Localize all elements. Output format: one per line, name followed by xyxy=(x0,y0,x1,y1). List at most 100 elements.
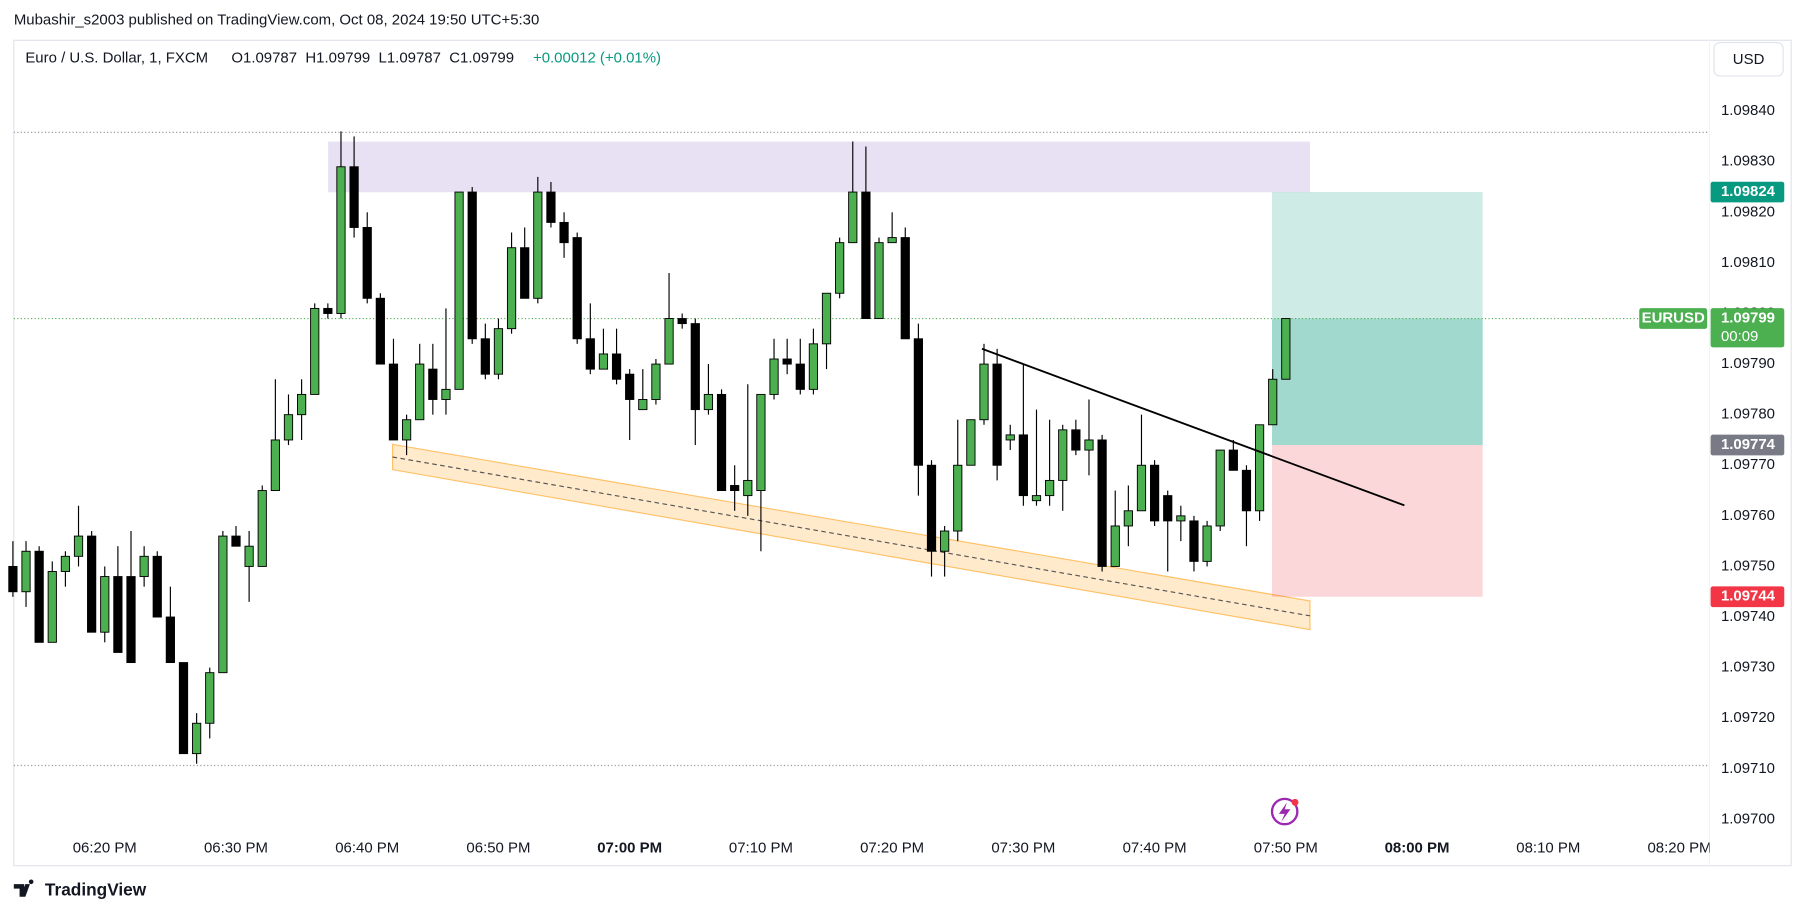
candle-body xyxy=(913,338,923,466)
attribution: Mubashir_s2003 published on TradingView.… xyxy=(14,12,540,29)
candle-body xyxy=(900,237,910,340)
x-tick-label: 07:20 PM xyxy=(860,839,924,856)
trend-line[interactable] xyxy=(981,347,1405,507)
candle-body xyxy=(493,328,504,375)
candle-body xyxy=(979,363,989,421)
candle-body xyxy=(297,393,307,416)
symbol-tag-label: EURUSD xyxy=(1642,309,1705,326)
x-tick-label: 06:30 PM xyxy=(204,839,268,856)
candle-body xyxy=(848,191,858,244)
y-tick-label: 1.09730 xyxy=(1721,659,1775,676)
lightning-icon[interactable] xyxy=(1270,797,1299,826)
candle-body xyxy=(1176,515,1186,522)
candle-body xyxy=(716,393,727,492)
candle-body xyxy=(572,237,582,340)
x-tick-label: 08:20 PM xyxy=(1648,839,1712,856)
candle-body xyxy=(1215,449,1225,527)
chart-frame xyxy=(13,39,1792,867)
candle-body xyxy=(966,419,976,466)
candle-body xyxy=(808,343,819,390)
price-tag-label: 1.09799 xyxy=(1721,309,1775,326)
stop-zone xyxy=(1272,445,1483,597)
candle-body xyxy=(1268,378,1278,426)
candle-body xyxy=(192,722,202,755)
price-tag xyxy=(1710,434,1785,456)
candle-body xyxy=(821,292,832,345)
candle-body xyxy=(598,353,609,370)
candle-body xyxy=(73,535,84,557)
candle-body xyxy=(60,555,71,572)
candle-body xyxy=(1149,464,1160,522)
candle-body xyxy=(1189,520,1199,562)
x-tick-label: 08:00 PM xyxy=(1385,839,1450,856)
candle-body xyxy=(703,393,714,411)
candle-body xyxy=(926,464,937,552)
currency-label[interactable]: USD xyxy=(1733,51,1765,68)
candle-body xyxy=(231,535,241,547)
candle-body xyxy=(1084,439,1094,451)
candle-body xyxy=(34,550,44,643)
candle-body xyxy=(651,363,661,400)
candle-body xyxy=(1281,318,1291,380)
candle-body xyxy=(559,221,569,244)
candle-body xyxy=(87,535,97,633)
candle-body xyxy=(257,490,267,567)
candle-body xyxy=(677,318,687,325)
symbol-title: Euro / U.S. Dollar, 1, FXCM xyxy=(25,50,208,67)
y-tick-label: 1.09740 xyxy=(1721,608,1775,625)
candle-body xyxy=(349,166,359,228)
candle-body xyxy=(441,388,451,400)
candle-body xyxy=(861,191,871,320)
currency-button[interactable] xyxy=(1713,42,1784,77)
change-legend: +0.00012 (+0.01%) xyxy=(533,50,661,67)
candle-body xyxy=(283,414,294,441)
icon-bolt xyxy=(1278,802,1291,822)
candle-body xyxy=(113,576,123,653)
candle-body xyxy=(782,358,792,365)
price-tag-label: 1.09774 xyxy=(1721,436,1776,453)
candle-body xyxy=(480,338,490,375)
candle-body xyxy=(1071,429,1081,451)
supply-zone[interactable] xyxy=(328,141,1311,193)
x-tick-label: 07:40 PM xyxy=(1123,839,1187,856)
candle-body xyxy=(992,363,1002,466)
candle-body xyxy=(152,555,162,618)
candle-body xyxy=(874,242,884,320)
candle-body xyxy=(178,662,189,755)
candle-body xyxy=(887,237,897,244)
candle-body xyxy=(454,191,464,390)
candle-body xyxy=(310,307,320,395)
candle-body xyxy=(1110,525,1120,567)
candle-body xyxy=(1045,479,1055,497)
icon-dot xyxy=(1291,798,1299,806)
candle-body xyxy=(506,247,517,330)
candle-body xyxy=(1123,510,1133,527)
y-tick-label: 1.09820 xyxy=(1721,203,1775,220)
candle-body xyxy=(769,358,779,395)
candle-body xyxy=(21,550,31,593)
candle-body xyxy=(1058,429,1068,481)
candle-body xyxy=(218,535,228,674)
y-tick-label: 1.09810 xyxy=(1721,254,1775,271)
candle-body xyxy=(1228,449,1238,471)
long-position[interactable] xyxy=(13,192,1710,597)
candle-body xyxy=(1202,525,1212,562)
candle-body xyxy=(1163,495,1173,522)
candle-body xyxy=(743,479,753,497)
candle-body xyxy=(1005,434,1015,441)
y-tick-label: 1.09790 xyxy=(1721,355,1775,372)
symbol-tag xyxy=(1639,308,1708,329)
candle-body xyxy=(756,393,766,492)
y-tick-label: 1.09720 xyxy=(1721,709,1775,726)
channel-midline xyxy=(392,456,1311,617)
y-tick-label: 1.09710 xyxy=(1721,760,1775,777)
candle-body xyxy=(165,616,175,664)
candle-body xyxy=(533,191,543,299)
candle-body xyxy=(47,571,57,643)
candle-body xyxy=(953,464,963,532)
channel[interactable] xyxy=(391,443,1311,631)
candle-body xyxy=(126,576,136,664)
brand: TradingView xyxy=(13,879,147,900)
candle-body xyxy=(401,419,412,441)
